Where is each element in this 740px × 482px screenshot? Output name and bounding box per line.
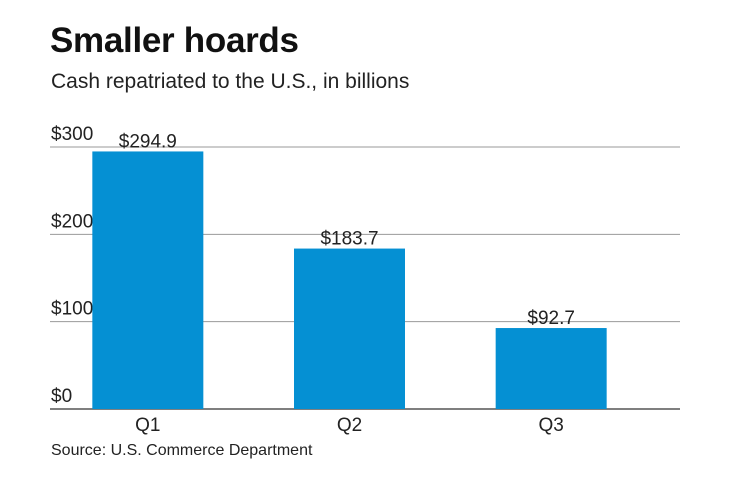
bar-q3 — [495, 328, 607, 409]
data-label: $183.7 — [320, 229, 378, 250]
category-label: Q1 — [135, 415, 160, 436]
category-label: Q3 — [538, 415, 563, 436]
y-tick-label: $200 — [51, 211, 93, 232]
y-tick-label: $300 — [51, 124, 93, 145]
source-note: Source: U.S. Commerce Department — [51, 442, 313, 459]
chart-subtitle: Cash repatriated to the U.S., in billion… — [51, 70, 410, 93]
bar-q2 — [294, 248, 405, 409]
y-tick-label: $100 — [51, 299, 93, 320]
bars — [92, 151, 607, 410]
category-label: Q2 — [337, 415, 362, 436]
y-axis-ticks: $0 $100 $200 $300 — [51, 124, 93, 407]
chart-title: Smaller hoards — [50, 21, 299, 60]
y-tick-label: $0 — [51, 386, 72, 407]
data-labels: $294.9 $183.7 $92.7 — [119, 131, 575, 329]
data-label: $294.9 — [119, 131, 177, 152]
x-axis-categories: Q1 Q2 Q3 — [135, 415, 564, 436]
bar-q1 — [92, 151, 204, 410]
data-label: $92.7 — [527, 308, 575, 329]
